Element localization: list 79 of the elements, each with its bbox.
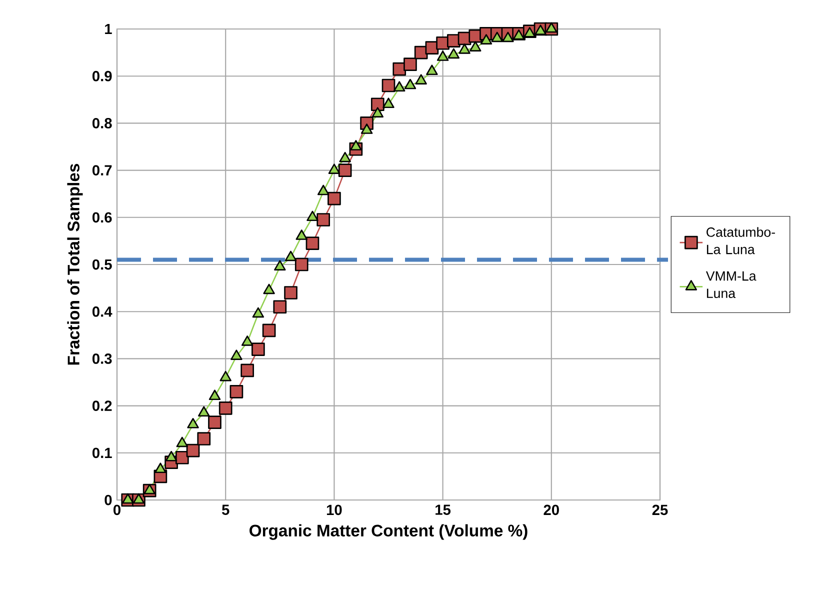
legend-label: Catatumbo-La Luna [706,227,775,254]
point [328,164,340,174]
point [372,107,384,118]
point [186,444,200,458]
point [240,364,254,378]
point [534,24,546,36]
point [404,78,416,90]
y-tick-label: 0.1 [92,448,112,458]
point [144,484,156,494]
point [426,64,438,76]
y-tick-label: 0.9 [92,70,112,82]
x-axis-title: Organic Matter Content (Volume %) [250,524,528,540]
point [154,462,166,474]
point [132,493,145,504]
point [296,230,308,240]
point [252,342,265,356]
point [262,324,276,338]
point [382,98,394,108]
point [448,48,460,59]
y-tick-label: 0.5 [92,259,112,270]
point [176,436,188,448]
y-tick-label: 0 [104,494,112,506]
x-tick-label: 15 [436,504,451,515]
point [338,164,352,177]
point [491,32,503,42]
x-tick-label: 10 [326,504,342,516]
point [198,406,210,417]
point [502,32,514,42]
point [294,258,308,272]
point [480,34,492,44]
y-tick-label: 0.3 [92,354,112,364]
point [273,300,287,314]
point [415,74,427,84]
point [165,450,178,462]
point [175,450,189,464]
x-tick-label: 5 [222,504,230,515]
y-tick-label: 0.6 [92,212,112,223]
point [339,152,351,162]
x-tick-label: 20 [544,504,559,516]
point [404,58,417,71]
point [284,250,297,262]
point [328,192,341,206]
legend-label: VMM-La Luna [706,271,756,298]
y-tick-label: 0.2 [92,400,112,411]
x-tick-label: 25 [652,504,668,516]
point [436,50,449,61]
point [370,98,384,112]
point [546,22,558,33]
point [208,416,222,429]
y-tick-label: 1 [105,24,112,34]
point [394,81,406,92]
point [197,432,211,446]
point [284,286,298,300]
point [263,284,275,294]
point [360,124,373,134]
x-tick-label: 0 [114,504,120,516]
point [187,418,199,428]
point [122,493,134,504]
point [218,401,232,415]
point [274,260,286,271]
point [241,336,254,346]
point [316,213,330,226]
point [306,210,318,222]
y-tick-label: 0.8 [92,118,112,128]
point [382,78,396,92]
point [470,41,482,52]
point [524,27,536,38]
point [458,44,470,54]
point [230,350,242,360]
point [317,184,330,196]
point [252,307,264,318]
y-axis-title: Fraction of Total Samples [67,164,83,365]
point [220,370,232,382]
point [306,236,320,250]
point [350,140,362,150]
y-tick-label: 0.4 [92,306,112,317]
point [230,385,244,398]
y-tick-label: 0.7 [92,165,112,176]
point [208,390,221,400]
